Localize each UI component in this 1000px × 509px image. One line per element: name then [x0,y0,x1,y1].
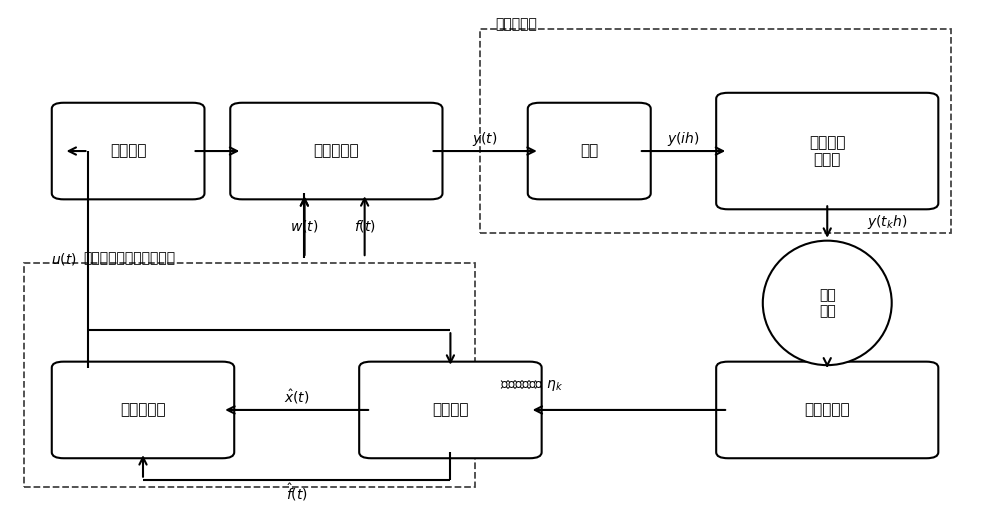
Text: 智能传感器: 智能传感器 [495,17,537,32]
Text: 采样: 采样 [580,144,598,158]
FancyBboxPatch shape [230,103,442,200]
Text: 航空发动机: 航空发动机 [314,144,359,158]
Text: $u(t)$: $u(t)$ [51,251,77,267]
Text: 容错控制器: 容错控制器 [120,403,166,417]
Text: $y(ih)$: $y(ih)$ [667,130,700,148]
Text: 故障估计和容错控制模块: 故障估计和容错控制模块 [84,251,176,266]
Text: 网络传输时延 $\eta_k$: 网络传输时延 $\eta_k$ [500,378,563,392]
Text: $\hat{x}(t)$: $\hat{x}(t)$ [284,388,310,406]
FancyBboxPatch shape [52,362,234,458]
FancyBboxPatch shape [528,103,651,200]
Text: 零阶保持器: 零阶保持器 [804,403,850,417]
FancyBboxPatch shape [359,362,542,458]
Text: $y(t_kh)$: $y(t_kh)$ [867,213,907,231]
FancyBboxPatch shape [716,362,938,458]
FancyBboxPatch shape [52,103,204,200]
Text: 网络
总线: 网络 总线 [819,288,836,318]
Text: $\hat{f}(t)$: $\hat{f}(t)$ [286,482,308,503]
Ellipse shape [763,241,892,365]
Text: $w(t)$: $w(t)$ [290,218,319,234]
Text: 积分型事
件触发: 积分型事 件触发 [809,135,846,167]
Bar [24,263,475,487]
Text: $y(t)$: $y(t)$ [472,130,498,148]
Text: $f(t)$: $f(t)$ [354,218,376,234]
Bar [480,29,951,233]
FancyBboxPatch shape [716,93,938,209]
Text: 执行机构: 执行机构 [110,144,146,158]
Text: 故障估计: 故障估计 [432,403,469,417]
